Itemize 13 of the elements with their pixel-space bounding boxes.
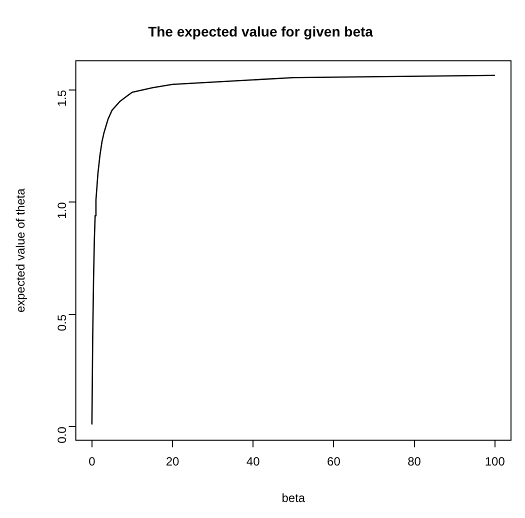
- y-axis-title: expected value of theta: [14, 188, 28, 313]
- x-tick-label: 80: [408, 454, 422, 469]
- x-tick-label: 60: [327, 454, 341, 469]
- y-tick-label: 0.5: [55, 314, 70, 332]
- x-tick-label: 20: [166, 454, 180, 469]
- x-tick-label: 0: [88, 454, 96, 469]
- y-tick-label: 1.5: [55, 90, 70, 107]
- x-tick-label: 40: [246, 454, 260, 469]
- x-axis-title: beta: [282, 491, 306, 506]
- x-tick-label: 100: [484, 454, 506, 469]
- y-tick-label: 0.0: [55, 426, 70, 444]
- y-tick-label: 1.0: [55, 202, 70, 219]
- chart-title: The expected value for given beta: [148, 23, 374, 40]
